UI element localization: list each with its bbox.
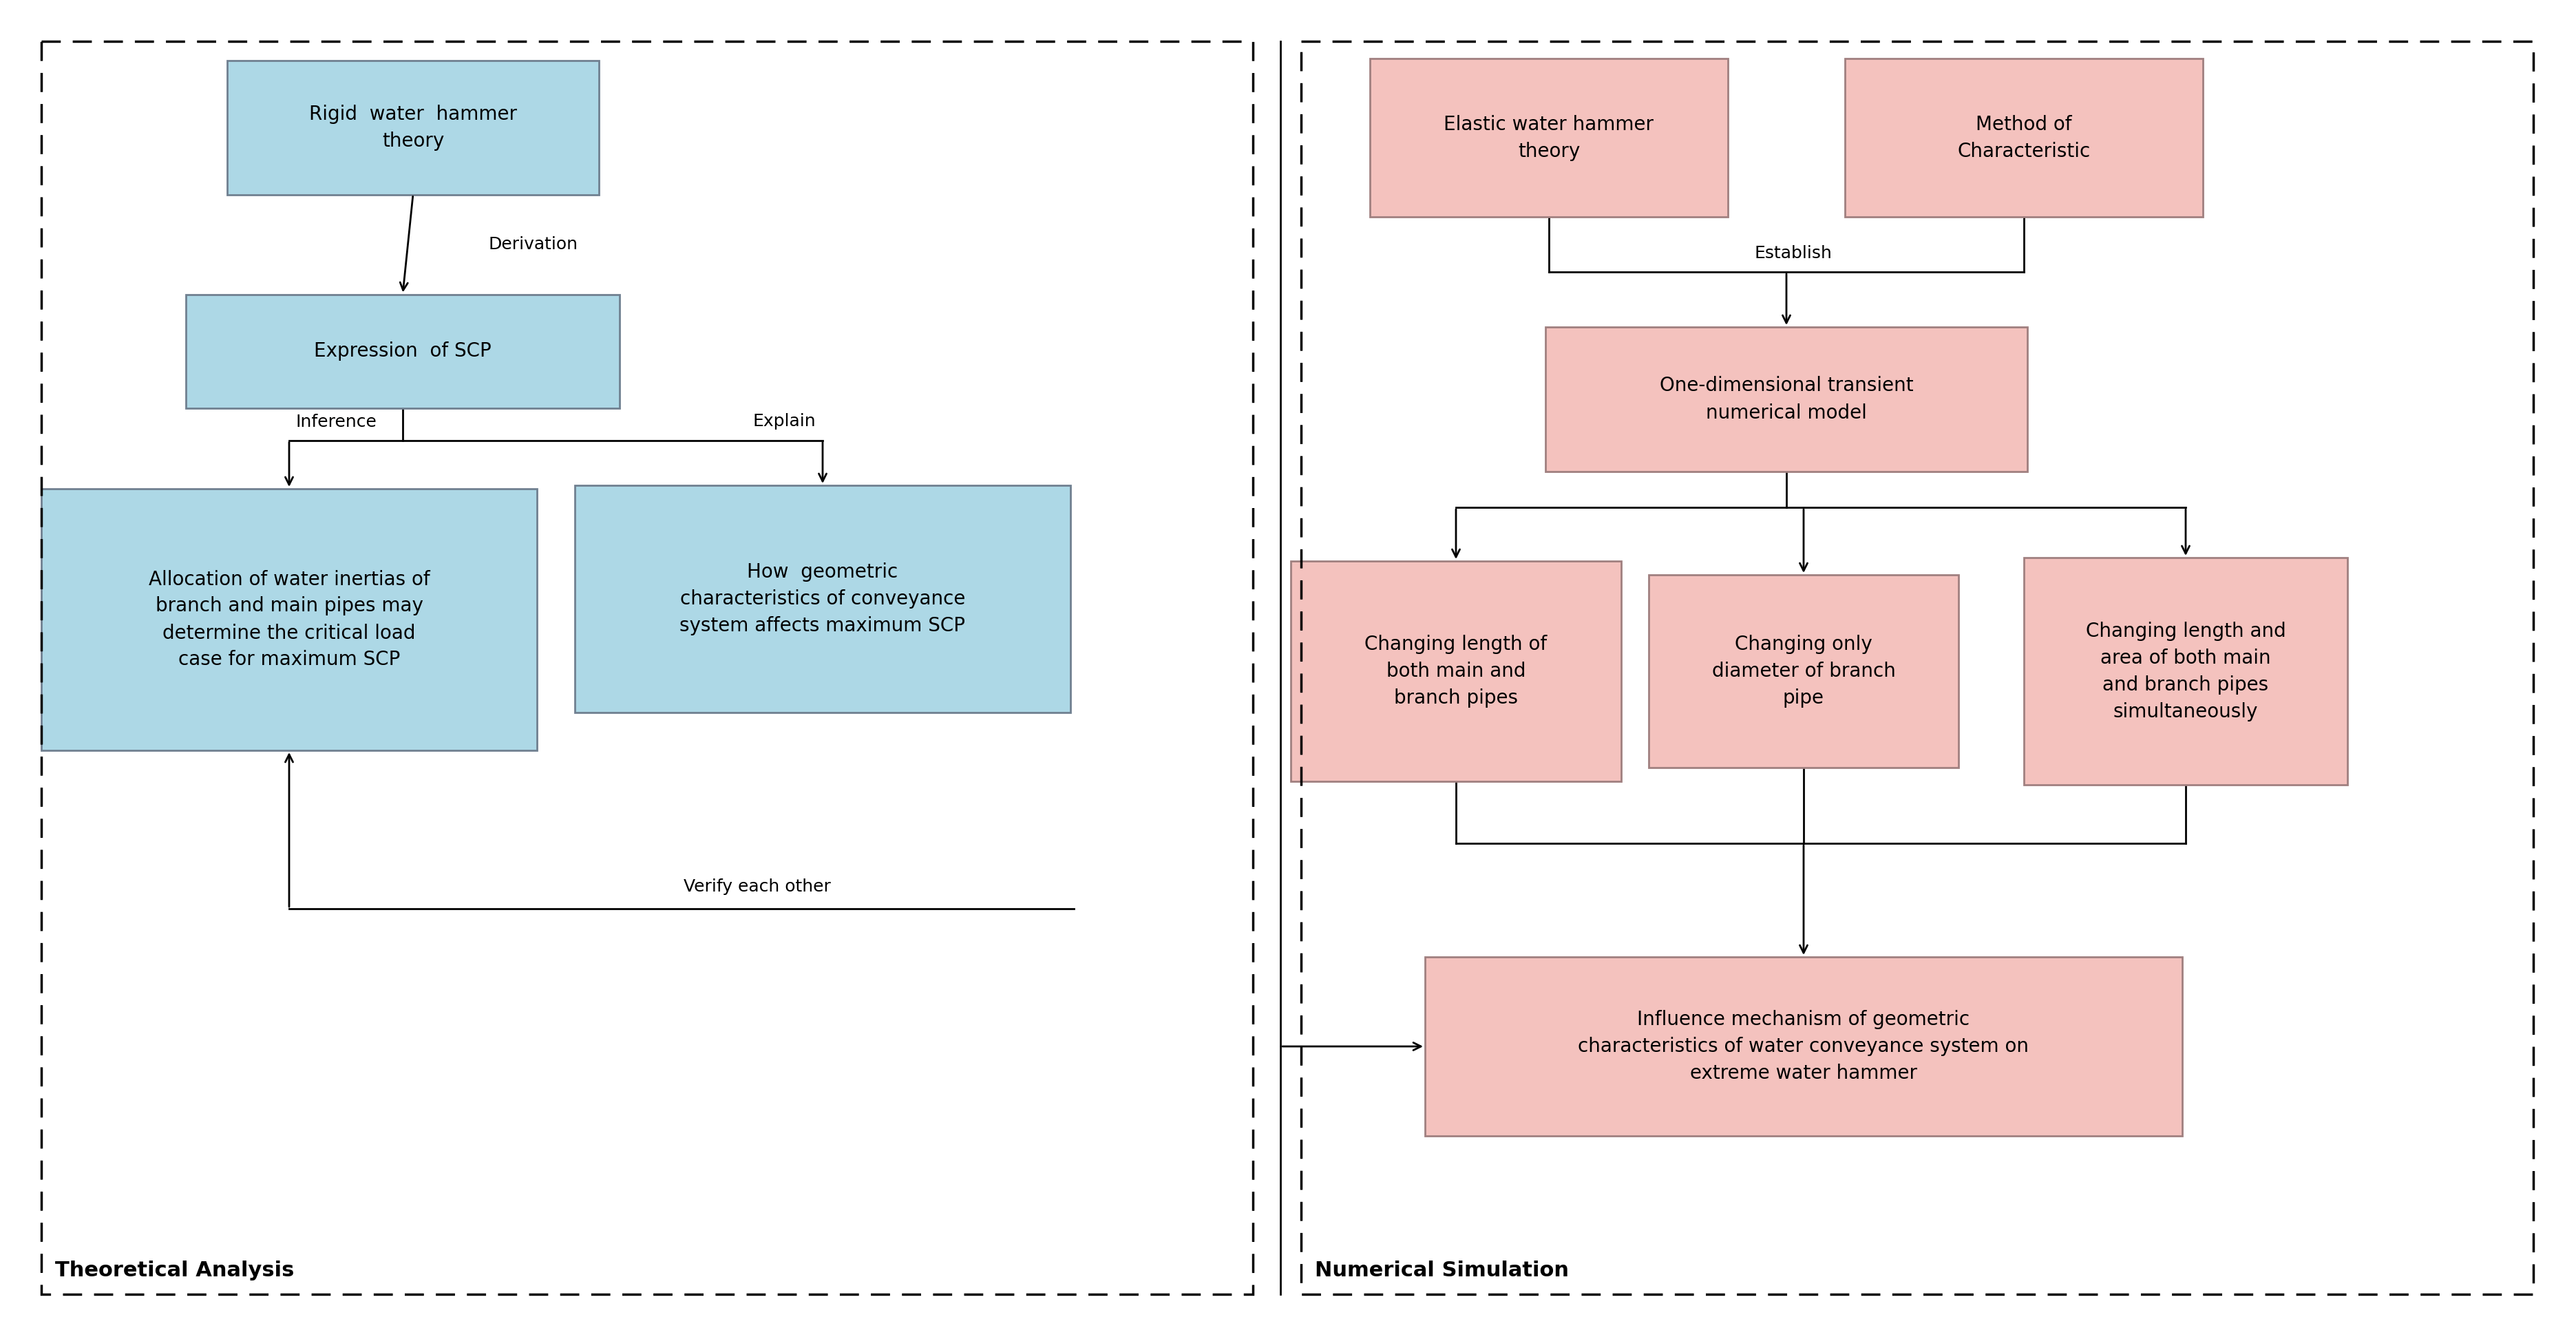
FancyBboxPatch shape bbox=[1425, 957, 2182, 1135]
Text: Changing length and
area of both main
and branch pipes
simultaneously: Changing length and area of both main an… bbox=[2087, 621, 2285, 722]
FancyBboxPatch shape bbox=[41, 489, 536, 750]
FancyBboxPatch shape bbox=[1546, 327, 2027, 471]
FancyBboxPatch shape bbox=[227, 60, 598, 194]
Text: One-dimensional transient
numerical model: One-dimensional transient numerical mode… bbox=[1659, 376, 1914, 422]
Text: Rigid  water  hammer
theory: Rigid water hammer theory bbox=[309, 104, 518, 150]
FancyBboxPatch shape bbox=[574, 485, 1072, 712]
Text: Derivation: Derivation bbox=[489, 236, 577, 253]
FancyBboxPatch shape bbox=[1291, 561, 1620, 782]
Text: Numerical Simulation: Numerical Simulation bbox=[1314, 1260, 1569, 1280]
Text: Inference: Inference bbox=[296, 414, 376, 430]
Text: Establish: Establish bbox=[1754, 245, 1832, 261]
Text: Verify each other: Verify each other bbox=[683, 878, 832, 894]
FancyBboxPatch shape bbox=[2025, 557, 2347, 785]
Text: How  geometric
characteristics of conveyance
system affects maximum SCP: How geometric characteristics of conveya… bbox=[680, 562, 966, 636]
Text: Changing only
diameter of branch
pipe: Changing only diameter of branch pipe bbox=[1713, 635, 1896, 708]
FancyBboxPatch shape bbox=[1844, 59, 2202, 217]
Text: Method of
Characteristic: Method of Characteristic bbox=[1958, 115, 2089, 161]
Text: Expression  of SCP: Expression of SCP bbox=[314, 341, 492, 360]
FancyBboxPatch shape bbox=[185, 295, 621, 408]
Text: Influence mechanism of geometric
characteristics of water conveyance system on
e: Influence mechanism of geometric charact… bbox=[1579, 1010, 2030, 1083]
Text: Explain: Explain bbox=[752, 414, 817, 430]
Text: Allocation of water inertias of
branch and main pipes may
determine the critical: Allocation of water inertias of branch a… bbox=[149, 569, 430, 670]
Text: Changing length of
both main and
branch pipes: Changing length of both main and branch … bbox=[1365, 635, 1548, 708]
FancyBboxPatch shape bbox=[1649, 574, 1958, 767]
Text: Theoretical Analysis: Theoretical Analysis bbox=[54, 1260, 294, 1280]
FancyBboxPatch shape bbox=[1370, 59, 1728, 217]
Text: Elastic water hammer
theory: Elastic water hammer theory bbox=[1445, 115, 1654, 161]
